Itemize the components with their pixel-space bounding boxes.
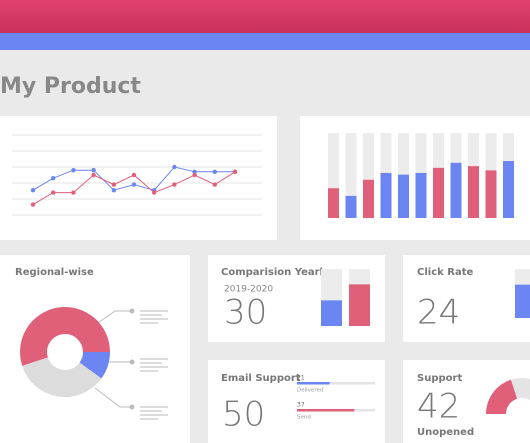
card-title: Click Rate <box>417 267 473 278</box>
point <box>91 168 96 173</box>
big-number: 24 <box>417 293 460 333</box>
card <box>403 255 530 342</box>
gauge-value <box>486 379 518 414</box>
bar <box>398 174 409 218</box>
big-number: 50 <box>222 395 265 435</box>
point <box>51 176 56 181</box>
nav-bar <box>0 33 530 50</box>
big-number: 42 <box>417 387 460 427</box>
item-value: 37 <box>297 402 305 409</box>
point <box>172 182 177 187</box>
donut-segment <box>22 357 102 397</box>
progress-track <box>297 382 375 385</box>
point <box>172 164 177 170</box>
page-title: My Product <box>0 74 141 99</box>
point <box>71 168 76 173</box>
donut-segment <box>19 306 110 366</box>
item-label: Delivered <box>297 388 323 394</box>
progress-bar <box>297 382 330 385</box>
gauge-label: Unopened <box>417 427 474 438</box>
point <box>212 182 217 187</box>
donut-segment <box>79 352 110 379</box>
bar <box>321 300 342 326</box>
bar <box>468 166 479 218</box>
point <box>30 188 36 193</box>
bar <box>515 284 530 318</box>
point <box>232 169 238 174</box>
line-grid <box>12 134 262 216</box>
bar <box>349 284 370 326</box>
bar <box>328 188 339 218</box>
point <box>111 188 117 193</box>
card <box>208 360 385 443</box>
bar-track <box>363 133 374 218</box>
point <box>30 202 36 207</box>
point <box>152 190 157 195</box>
big-number: 30 <box>224 293 267 333</box>
point <box>131 172 137 178</box>
bar-track <box>345 133 357 218</box>
bar <box>345 195 357 218</box>
point <box>51 190 56 195</box>
point <box>131 182 137 187</box>
point <box>192 169 197 174</box>
card-title: Regional-wise <box>15 267 94 278</box>
progress-bar <box>297 409 355 412</box>
card-title: Email Support <box>221 373 301 384</box>
bar <box>450 162 462 218</box>
point <box>212 169 217 174</box>
bar <box>415 172 427 218</box>
point <box>71 190 76 195</box>
card <box>0 116 277 240</box>
leaders <box>84 308 168 420</box>
bar <box>433 167 444 218</box>
point <box>192 172 197 178</box>
bar <box>363 179 374 218</box>
header-bar <box>0 0 530 33</box>
card-title: Support <box>417 373 462 384</box>
bar <box>485 170 497 218</box>
card-title: Comparision Yearly <box>221 267 330 278</box>
item-label: Send <box>297 415 311 421</box>
item-value: 21 <box>297 375 305 382</box>
bar-track <box>328 133 339 218</box>
bar <box>380 172 392 218</box>
bar <box>503 161 514 218</box>
period: 2019-2020 <box>224 285 273 295</box>
point <box>91 172 96 178</box>
point <box>111 182 117 187</box>
